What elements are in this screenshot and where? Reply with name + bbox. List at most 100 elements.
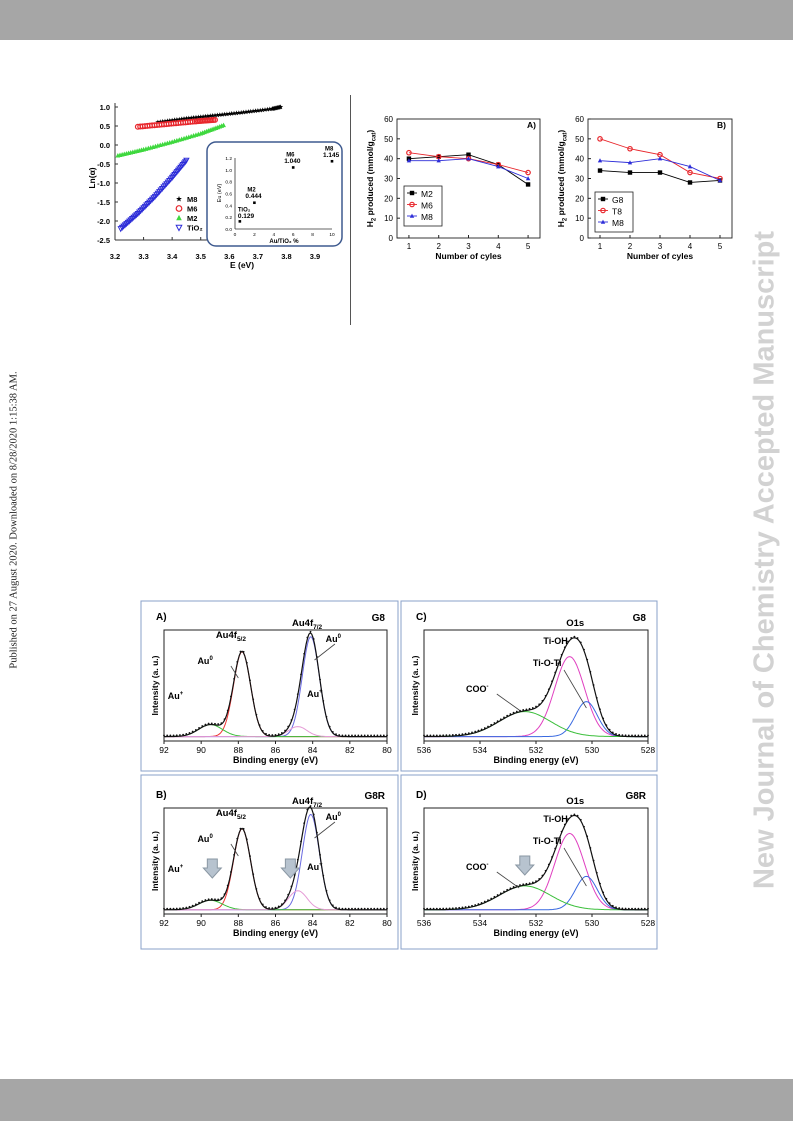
x-axis-label: Binding energy (eV) — [233, 755, 318, 765]
raw-data-point — [487, 899, 489, 902]
data-point — [597, 136, 603, 142]
data-point — [191, 115, 197, 120]
raw-data-point — [331, 904, 334, 907]
raw-data-point — [461, 733, 464, 736]
raw-data-point — [322, 699, 325, 702]
raw-data-point — [179, 907, 181, 910]
raw-data-point — [640, 907, 643, 910]
header-bar — [0, 0, 793, 40]
inset-point-value: 1.040 — [284, 158, 301, 165]
raw-data-point — [191, 730, 194, 733]
au0-label: Au0 — [326, 634, 342, 644]
raw-data-point — [300, 673, 302, 676]
data-point — [164, 118, 170, 124]
x-tick-label: 3.8 — [281, 252, 291, 261]
figure-divider — [350, 95, 351, 325]
y-tick-label: 50 — [384, 135, 393, 144]
inset-y-tick-label: 0.2 — [225, 215, 232, 221]
raw-data-point — [423, 907, 425, 910]
raw-data-point — [249, 679, 251, 682]
raw-data-point — [579, 818, 582, 821]
raw-data-point — [341, 734, 344, 737]
raw-data-point — [563, 646, 566, 649]
raw-data-point — [439, 907, 441, 910]
coo-label: COO- — [466, 684, 489, 694]
raw-data-point — [525, 882, 528, 885]
raw-data-point — [277, 733, 280, 736]
raw-data-point — [522, 883, 525, 886]
coo-label-sup: - — [487, 862, 489, 868]
legend-marker — [600, 207, 606, 214]
inset-point-name: M6 — [286, 152, 295, 158]
data-point — [627, 160, 633, 165]
raw-data-point — [557, 662, 560, 665]
data-point — [260, 107, 266, 113]
raw-data-point — [242, 650, 245, 653]
y-tick-label: 30 — [384, 175, 393, 184]
raw-data-point — [217, 723, 220, 725]
raw-data-point — [634, 907, 637, 910]
raw-data-point — [499, 892, 502, 895]
y-tick-label: 60 — [384, 115, 393, 124]
auplus-label: Au+ — [307, 862, 323, 872]
raw-data-point — [360, 734, 363, 737]
peak-label: Au4f5/2 — [216, 630, 247, 643]
y-axis-label: Ln(α) — [87, 167, 97, 188]
raw-data-point — [499, 718, 502, 721]
raw-data-point — [483, 727, 486, 729]
raw-data-point — [185, 906, 188, 909]
raw-data-point — [480, 901, 483, 904]
raw-data-point — [586, 835, 589, 838]
raw-data-point — [175, 734, 178, 737]
y-axis-label: Intensity (a. u.) — [410, 831, 420, 891]
raw-data-point — [201, 900, 204, 903]
x-tick-label: 3.9 — [310, 252, 320, 261]
legend-label: M8 — [612, 218, 624, 228]
raw-data-point — [316, 831, 318, 834]
data-point — [657, 170, 663, 175]
raw-data-point — [467, 905, 470, 908]
auplus-label: Au+ — [168, 691, 184, 701]
raw-data-point — [325, 889, 328, 892]
raw-data-point — [631, 734, 633, 737]
data-point — [203, 113, 208, 119]
data-point — [200, 114, 206, 119]
data-point — [687, 169, 693, 176]
y-label-sub: cat — [563, 133, 569, 142]
raw-data-point — [599, 882, 601, 885]
raw-data-point — [328, 725, 331, 728]
raw-data-point — [586, 658, 589, 661]
raw-data-point — [274, 733, 277, 736]
raw-data-point — [230, 695, 232, 698]
au0-label-sup: 0 — [338, 634, 342, 640]
xps-figure: 92 90 88 86 84 82 80 Binding energy (eV) Intensi… — [140, 600, 658, 950]
data-point — [525, 182, 531, 187]
sample-label: G8 — [372, 613, 386, 624]
raw-data-point — [611, 904, 614, 907]
legend-marker — [409, 190, 415, 196]
x-tick-label: 5 — [526, 242, 531, 251]
raw-data-point — [366, 907, 369, 910]
x-tick-label: 2 — [628, 242, 633, 251]
raw-data-point — [306, 636, 309, 639]
inset-point — [238, 220, 242, 223]
sample-label: G8R — [625, 791, 646, 802]
inset-point-value: 1.145 — [323, 152, 340, 159]
raw-data-point — [567, 818, 569, 820]
raw-data-point — [344, 734, 347, 737]
raw-data-point — [370, 734, 372, 737]
raw-data-point — [490, 897, 493, 900]
data-point — [231, 110, 237, 116]
raw-data-point — [570, 814, 573, 817]
raw-data-point — [207, 898, 210, 901]
legend-marker — [600, 219, 606, 224]
y-axis-label: Intensity (a. u.) — [150, 831, 160, 891]
raw-data-point — [551, 680, 553, 683]
raw-data-point — [182, 907, 185, 909]
legend-marker — [600, 196, 606, 202]
y-label-sub: 2 — [563, 217, 569, 221]
raw-data-point — [432, 907, 435, 910]
down-arrow-icon — [202, 858, 223, 879]
data-point — [160, 118, 166, 124]
